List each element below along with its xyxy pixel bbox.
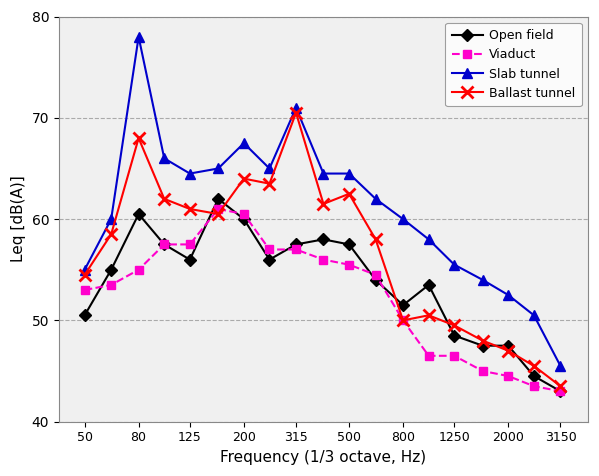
Slab tunnel	[266, 166, 273, 171]
Ballast tunnel	[240, 176, 247, 181]
Legend: Open field, Viaduct, Slab tunnel, Ballast tunnel: Open field, Viaduct, Slab tunnel, Ballas…	[446, 23, 582, 106]
Ballast tunnel	[425, 312, 432, 318]
Ballast tunnel	[320, 201, 327, 207]
Ballast tunnel	[214, 211, 222, 217]
Open field	[505, 343, 512, 348]
Open field	[292, 241, 300, 247]
Line: Viaduct: Viaduct	[80, 205, 565, 396]
Slab tunnel	[450, 262, 458, 268]
Open field	[346, 241, 353, 247]
Viaduct	[186, 241, 193, 247]
Viaduct	[214, 206, 222, 212]
Ballast tunnel	[450, 323, 458, 328]
Line: Slab tunnel: Slab tunnel	[80, 32, 565, 371]
Viaduct	[135, 267, 142, 273]
Viaduct	[292, 247, 300, 252]
Slab tunnel	[292, 105, 300, 110]
Open field	[530, 373, 537, 379]
Line: Ballast tunnel: Ballast tunnel	[79, 107, 566, 392]
Open field	[266, 257, 273, 262]
Slab tunnel	[320, 171, 327, 177]
Viaduct	[479, 368, 486, 374]
Open field	[320, 237, 327, 242]
Ballast tunnel	[108, 231, 115, 237]
Y-axis label: Leq [dB(A)]: Leq [dB(A)]	[11, 176, 26, 262]
Viaduct	[372, 272, 379, 278]
Ballast tunnel	[372, 237, 379, 242]
Line: Open field: Open field	[80, 195, 565, 396]
Viaduct	[400, 317, 407, 323]
Slab tunnel	[81, 267, 88, 273]
Ballast tunnel	[186, 206, 193, 212]
Slab tunnel	[372, 196, 379, 202]
Viaduct	[240, 211, 247, 217]
Viaduct	[81, 287, 88, 293]
Open field	[557, 388, 564, 394]
Slab tunnel	[479, 277, 486, 283]
Slab tunnel	[161, 156, 168, 161]
Ballast tunnel	[530, 363, 537, 369]
X-axis label: Frequency (1/3 octave, Hz): Frequency (1/3 octave, Hz)	[220, 450, 426, 465]
Open field	[161, 241, 168, 247]
Slab tunnel	[186, 171, 193, 177]
Slab tunnel	[214, 166, 222, 171]
Slab tunnel	[530, 312, 537, 318]
Open field	[450, 333, 458, 338]
Open field	[240, 216, 247, 222]
Ballast tunnel	[292, 110, 300, 116]
Open field	[108, 267, 115, 273]
Viaduct	[346, 262, 353, 268]
Open field	[372, 277, 379, 283]
Viaduct	[450, 353, 458, 358]
Ballast tunnel	[135, 135, 142, 141]
Viaduct	[108, 282, 115, 288]
Ballast tunnel	[346, 191, 353, 197]
Slab tunnel	[505, 292, 512, 298]
Viaduct	[266, 247, 273, 252]
Slab tunnel	[240, 140, 247, 146]
Ballast tunnel	[161, 196, 168, 202]
Ballast tunnel	[266, 181, 273, 187]
Viaduct	[161, 241, 168, 247]
Open field	[425, 282, 432, 288]
Viaduct	[530, 383, 537, 389]
Ballast tunnel	[479, 338, 486, 344]
Open field	[135, 211, 142, 217]
Open field	[479, 343, 486, 348]
Ballast tunnel	[557, 383, 564, 389]
Slab tunnel	[346, 171, 353, 177]
Viaduct	[425, 353, 432, 358]
Open field	[400, 302, 407, 308]
Viaduct	[320, 257, 327, 262]
Open field	[81, 312, 88, 318]
Viaduct	[557, 388, 564, 394]
Slab tunnel	[557, 363, 564, 369]
Viaduct	[505, 373, 512, 379]
Open field	[186, 257, 193, 262]
Ballast tunnel	[81, 272, 88, 278]
Slab tunnel	[425, 237, 432, 242]
Open field	[214, 196, 222, 202]
Ballast tunnel	[505, 348, 512, 354]
Slab tunnel	[135, 34, 142, 40]
Ballast tunnel	[400, 317, 407, 323]
Slab tunnel	[108, 216, 115, 222]
Slab tunnel	[400, 216, 407, 222]
